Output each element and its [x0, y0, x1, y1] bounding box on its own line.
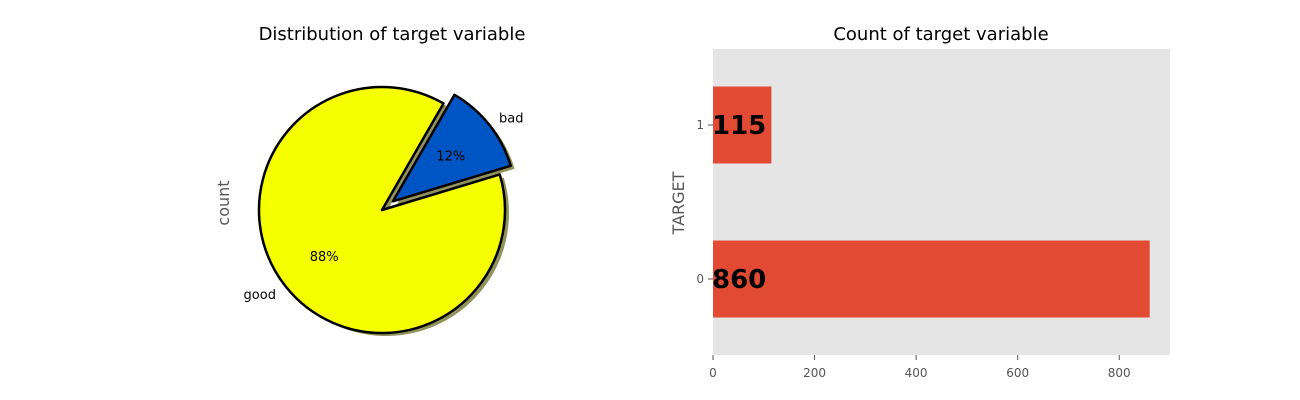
pie-slice-bad: [391, 93, 512, 203]
pie-percent-label-good: 88%: [310, 250, 339, 265]
bar-ylabel: TARGET: [669, 171, 688, 235]
pie-percent-label-bad: 12%: [436, 149, 465, 164]
pie-category-label-bad: bad: [499, 111, 523, 126]
y-tick-label-0: 0: [696, 272, 704, 286]
x-tick-label-800: 800: [1108, 366, 1131, 380]
bar-data-label-1: 115: [712, 111, 766, 141]
pie-labels: good 88% bad 12%: [244, 111, 524, 303]
x-tick-label-600: 600: [1006, 366, 1029, 380]
pie-slices: [257, 85, 512, 335]
y-tick-labels: 01: [696, 118, 713, 286]
x-tick-labels: 0 200 400 600 800: [709, 355, 1131, 380]
bar-chart: Count of target variable TARGET 01 0 200 4…: [669, 24, 1170, 380]
x-tick-label-400: 400: [905, 366, 928, 380]
bar-1: [713, 86, 772, 164]
pie-chart: Distribution of target variable count go…: [214, 24, 526, 337]
bar-title: Count of target variable: [833, 24, 1048, 45]
pie-title: Distribution of target variable: [259, 24, 526, 45]
bars: [713, 86, 1150, 318]
pie-slice-good: [257, 85, 507, 335]
x-tick-label-0: 0: [709, 366, 717, 380]
bar-0: [713, 240, 1150, 318]
y-tick-label-1: 1: [696, 118, 704, 132]
pie-ylabel: count: [214, 180, 233, 225]
bar-data-labels: 860 115: [712, 111, 766, 295]
pie-category-label-good: good: [244, 288, 276, 303]
bar-data-label-0: 860: [712, 265, 766, 295]
x-tick-label-200: 200: [803, 366, 826, 380]
